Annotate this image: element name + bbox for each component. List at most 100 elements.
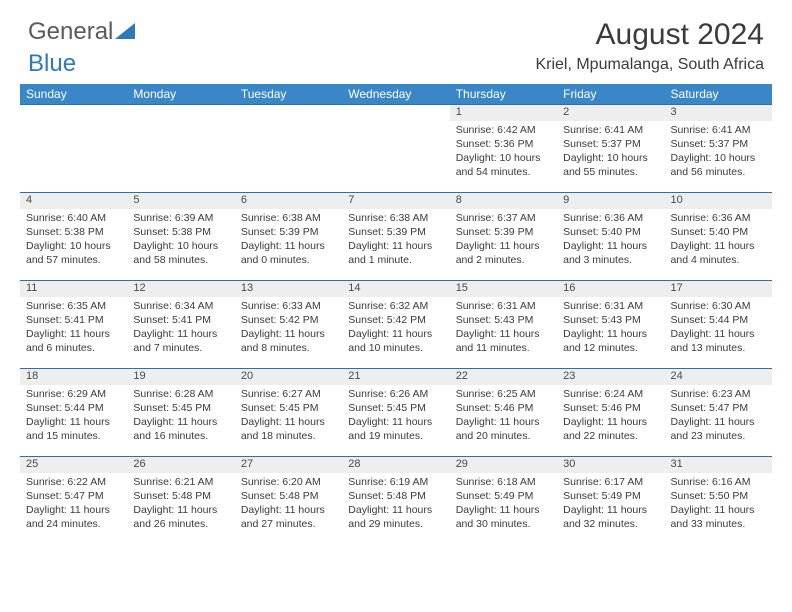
day-info-row: Sunrise: 6:29 AMSunset: 5:44 PMDaylight:… bbox=[20, 385, 772, 457]
sunrise-text: Sunrise: 6:20 AM bbox=[241, 476, 321, 488]
sunset-text: Sunset: 5:48 PM bbox=[348, 490, 426, 502]
weekday-friday: Friday bbox=[557, 84, 664, 105]
daylight-text: Daylight: 10 hours and 58 minutes. bbox=[133, 240, 218, 266]
sunrise-text: Sunrise: 6:28 AM bbox=[133, 388, 213, 400]
day-info-cell: Sunrise: 6:22 AMSunset: 5:47 PMDaylight:… bbox=[20, 473, 127, 545]
day-number-row: 18192021222324 bbox=[20, 369, 772, 385]
day-number-cell: 15 bbox=[450, 281, 557, 297]
day-info-cell: Sunrise: 6:39 AMSunset: 5:38 PMDaylight:… bbox=[127, 209, 234, 281]
sunset-text: Sunset: 5:42 PM bbox=[241, 314, 319, 326]
day-number-cell: 4 bbox=[20, 193, 127, 209]
sunrise-text: Sunrise: 6:38 AM bbox=[348, 212, 428, 224]
sunrise-text: Sunrise: 6:41 AM bbox=[563, 124, 643, 136]
sunset-text: Sunset: 5:36 PM bbox=[456, 138, 534, 150]
daylight-text: Daylight: 11 hours and 13 minutes. bbox=[671, 328, 755, 354]
sunrise-text: Sunrise: 6:39 AM bbox=[133, 212, 213, 224]
daylight-text: Daylight: 11 hours and 29 minutes. bbox=[348, 504, 432, 530]
daylight-text: Daylight: 11 hours and 7 minutes. bbox=[133, 328, 217, 354]
day-info-cell: Sunrise: 6:24 AMSunset: 5:46 PMDaylight:… bbox=[557, 385, 664, 457]
day-info-cell: Sunrise: 6:16 AM Sunset: 5:50 PM Daylight:… bbox=[665, 473, 772, 545]
sunset-text: Sunset: 5:45 PM bbox=[133, 402, 211, 414]
day-info-cell: Sunrise: 6:20 AMSunset: 5:48 PMDaylight:… bbox=[235, 473, 342, 545]
daylight-text: Daylight: 11 hours and 15 minutes. bbox=[26, 416, 110, 442]
daylight-text: Daylight: 11 hours and 3 minutes. bbox=[563, 240, 647, 266]
day-number-cell: 10 bbox=[665, 193, 772, 209]
sunrise-text: Sunrise: 6:16 AM bbox=[671, 476, 751, 488]
day-number-row: 45678910 bbox=[20, 193, 772, 209]
day-number-cell: 30 bbox=[557, 457, 664, 473]
daylight-text: Daylight: 11 hours and 6 minutes. bbox=[26, 328, 110, 354]
sunset-text: Sunset: 5:45 PM bbox=[348, 402, 426, 414]
day-number-cell: 21 bbox=[342, 369, 449, 385]
day-number-cell: 23 bbox=[557, 369, 664, 385]
day-info-row: Sunrise: 6:22 AMSunset: 5:47 PMDaylight:… bbox=[20, 473, 772, 545]
day-info-row: Sunrise: 6:42 AMSunset: 5:36 PMDaylight:… bbox=[20, 121, 772, 193]
day-number-cell: 26 bbox=[127, 457, 234, 473]
daylight-text: Daylight: 11 hours and 24 minutes. bbox=[26, 504, 110, 530]
daylight-text: Daylight: 11 hours and 0 minutes. bbox=[241, 240, 325, 266]
day-info-cell: Sunrise: 6:19 AMSunset: 5:48 PMDaylight:… bbox=[342, 473, 449, 545]
sunrise-text: Sunrise: 6:36 AM bbox=[563, 212, 643, 224]
day-number-cell: 20 bbox=[235, 369, 342, 385]
sunrise-text: Sunrise: 6:34 AM bbox=[133, 300, 213, 312]
sunset-text: Sunset: 5:50 PM bbox=[671, 490, 749, 502]
daylight-text: Daylight: 11 hours and 32 minutes. bbox=[563, 504, 647, 530]
sunrise-text: Sunrise: 6:33 AM bbox=[241, 300, 321, 312]
day-number-cell: 25 bbox=[20, 457, 127, 473]
day-info-cell: Sunrise: 6:31 AMSunset: 5:43 PMDaylight:… bbox=[557, 297, 664, 369]
daylight-text: Daylight: 10 hours and 56 minutes. bbox=[671, 152, 756, 178]
sunrise-text: Sunrise: 6:41 AM bbox=[671, 124, 751, 136]
day-number-cell: 1 bbox=[450, 105, 557, 121]
sunrise-text: Sunrise: 6:21 AM bbox=[133, 476, 213, 488]
weekday-monday: Monday bbox=[127, 84, 234, 105]
daylight-text: Daylight: 11 hours and 19 minutes. bbox=[348, 416, 432, 442]
day-info-cell: Sunrise: 6:30 AMSunset: 5:44 PMDaylight:… bbox=[665, 297, 772, 369]
day-info-cell: Sunrise: 6:38 AMSunset: 5:39 PMDaylight:… bbox=[342, 209, 449, 281]
daylight-text: Daylight: 11 hours and 12 minutes. bbox=[563, 328, 647, 354]
sunset-text: Sunset: 5:39 PM bbox=[456, 226, 534, 238]
day-number-row: 123 bbox=[20, 105, 772, 121]
sunset-text: Sunset: 5:39 PM bbox=[241, 226, 319, 238]
sunrise-text: Sunrise: 6:36 AM bbox=[671, 212, 751, 224]
sunrise-text: Sunrise: 6:24 AM bbox=[563, 388, 643, 400]
sunset-text: Sunset: 5:48 PM bbox=[133, 490, 211, 502]
day-info-cell: Sunrise: 6:36 AMSunset: 5:40 PMDaylight:… bbox=[665, 209, 772, 281]
sunset-text: Sunset: 5:37 PM bbox=[671, 138, 749, 150]
weekday-tuesday: Tuesday bbox=[235, 84, 342, 105]
day-number-cell: 31 bbox=[665, 457, 772, 473]
sunset-text: Sunset: 5:41 PM bbox=[133, 314, 211, 326]
sunset-text: Sunset: 5:49 PM bbox=[563, 490, 641, 502]
day-info-cell: Sunrise: 6:36 AMSunset: 5:40 PMDaylight:… bbox=[557, 209, 664, 281]
day-number-cell: 11 bbox=[20, 281, 127, 297]
day-number-cell: 14 bbox=[342, 281, 449, 297]
day-number-cell: 5 bbox=[127, 193, 234, 209]
sunset-text: Sunset: 5:45 PM bbox=[241, 402, 319, 414]
day-info-cell: Sunrise: 6:42 AMSunset: 5:36 PMDaylight:… bbox=[450, 121, 557, 193]
day-info-row: Sunrise: 6:40 AMSunset: 5:38 PMDaylight:… bbox=[20, 209, 772, 281]
daylight-text: Daylight: 10 hours and 54 minutes. bbox=[456, 152, 541, 178]
day-info-cell: Sunrise: 6:41 AM Sunset: 5:37 PM Daylight:… bbox=[665, 121, 772, 193]
day-info-cell: Sunrise: 6:27 AMSunset: 5:45 PMDaylight:… bbox=[235, 385, 342, 457]
day-number-cell bbox=[20, 105, 127, 121]
day-number-cell: 9 bbox=[557, 193, 664, 209]
daylight-text: Daylight: 11 hours and 18 minutes. bbox=[241, 416, 325, 442]
day-number-cell: 7 bbox=[342, 193, 449, 209]
day-number-cell: 29 bbox=[450, 457, 557, 473]
daylight-text: Daylight: 11 hours and 33 minutes. bbox=[671, 504, 755, 530]
title-block: August 2024 Kriel, Mpumalanga, South Afr… bbox=[535, 18, 764, 74]
sunrise-text: Sunrise: 6:18 AM bbox=[456, 476, 536, 488]
day-number-cell: 22 bbox=[450, 369, 557, 385]
daylight-text: Daylight: 11 hours and 10 minutes. bbox=[348, 328, 432, 354]
day-number-cell: 27 bbox=[235, 457, 342, 473]
location: Kriel, Mpumalanga, South Africa bbox=[535, 56, 764, 74]
sunrise-text: Sunrise: 6:31 AM bbox=[456, 300, 536, 312]
day-number-cell bbox=[342, 105, 449, 121]
day-info-cell: Sunrise: 6:35 AMSunset: 5:41 PMDaylight:… bbox=[20, 297, 127, 369]
daylight-text: Daylight: 11 hours and 20 minutes. bbox=[456, 416, 540, 442]
day-info-cell bbox=[20, 121, 127, 193]
sunrise-text: Sunrise: 6:25 AM bbox=[456, 388, 536, 400]
day-info-cell: Sunrise: 6:18 AMSunset: 5:49 PMDaylight:… bbox=[450, 473, 557, 545]
day-info-cell bbox=[127, 121, 234, 193]
daylight-text: Daylight: 11 hours and 4 minutes. bbox=[671, 240, 755, 266]
sunrise-text: Sunrise: 6:17 AM bbox=[563, 476, 643, 488]
